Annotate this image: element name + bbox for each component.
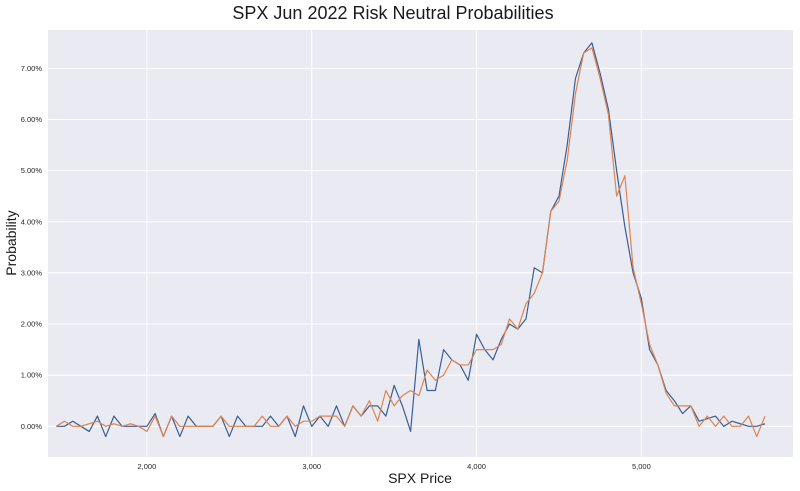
y-tick-label: 4.00%: [21, 217, 43, 226]
series-layer: [55, 42, 766, 438]
chart-title: SPX Jun 2022 Risk Neutral Probabilities: [232, 3, 553, 23]
y-axis-label: Probability: [3, 210, 19, 275]
tick-layer: 0.00% 1.00% 2.00% 3.00% 4.00% 5.00% 6.00% 7.00%…: [21, 64, 651, 471]
x-tick-label: 4,000: [467, 462, 486, 471]
x-tick-label: 2,000: [138, 462, 157, 471]
y-tick-label: 3.00%: [21, 268, 43, 277]
y-tick-label: 0.00%: [21, 422, 43, 431]
x-tick-label: 3,000: [302, 462, 321, 471]
grid-layer: [48, 30, 793, 457]
y-tick-label: 5.00%: [21, 166, 43, 175]
series-line-2: [55, 47, 766, 438]
y-tick-label: 2.00%: [21, 320, 43, 329]
x-axis-label: SPX Price: [388, 470, 452, 486]
x-tick-label: 5,000: [632, 462, 651, 471]
y-tick-label: 1.00%: [21, 371, 43, 380]
plot-area: [48, 30, 793, 457]
y-tick-label: 6.00%: [21, 115, 43, 124]
y-tick-label: 7.00%: [21, 64, 43, 73]
